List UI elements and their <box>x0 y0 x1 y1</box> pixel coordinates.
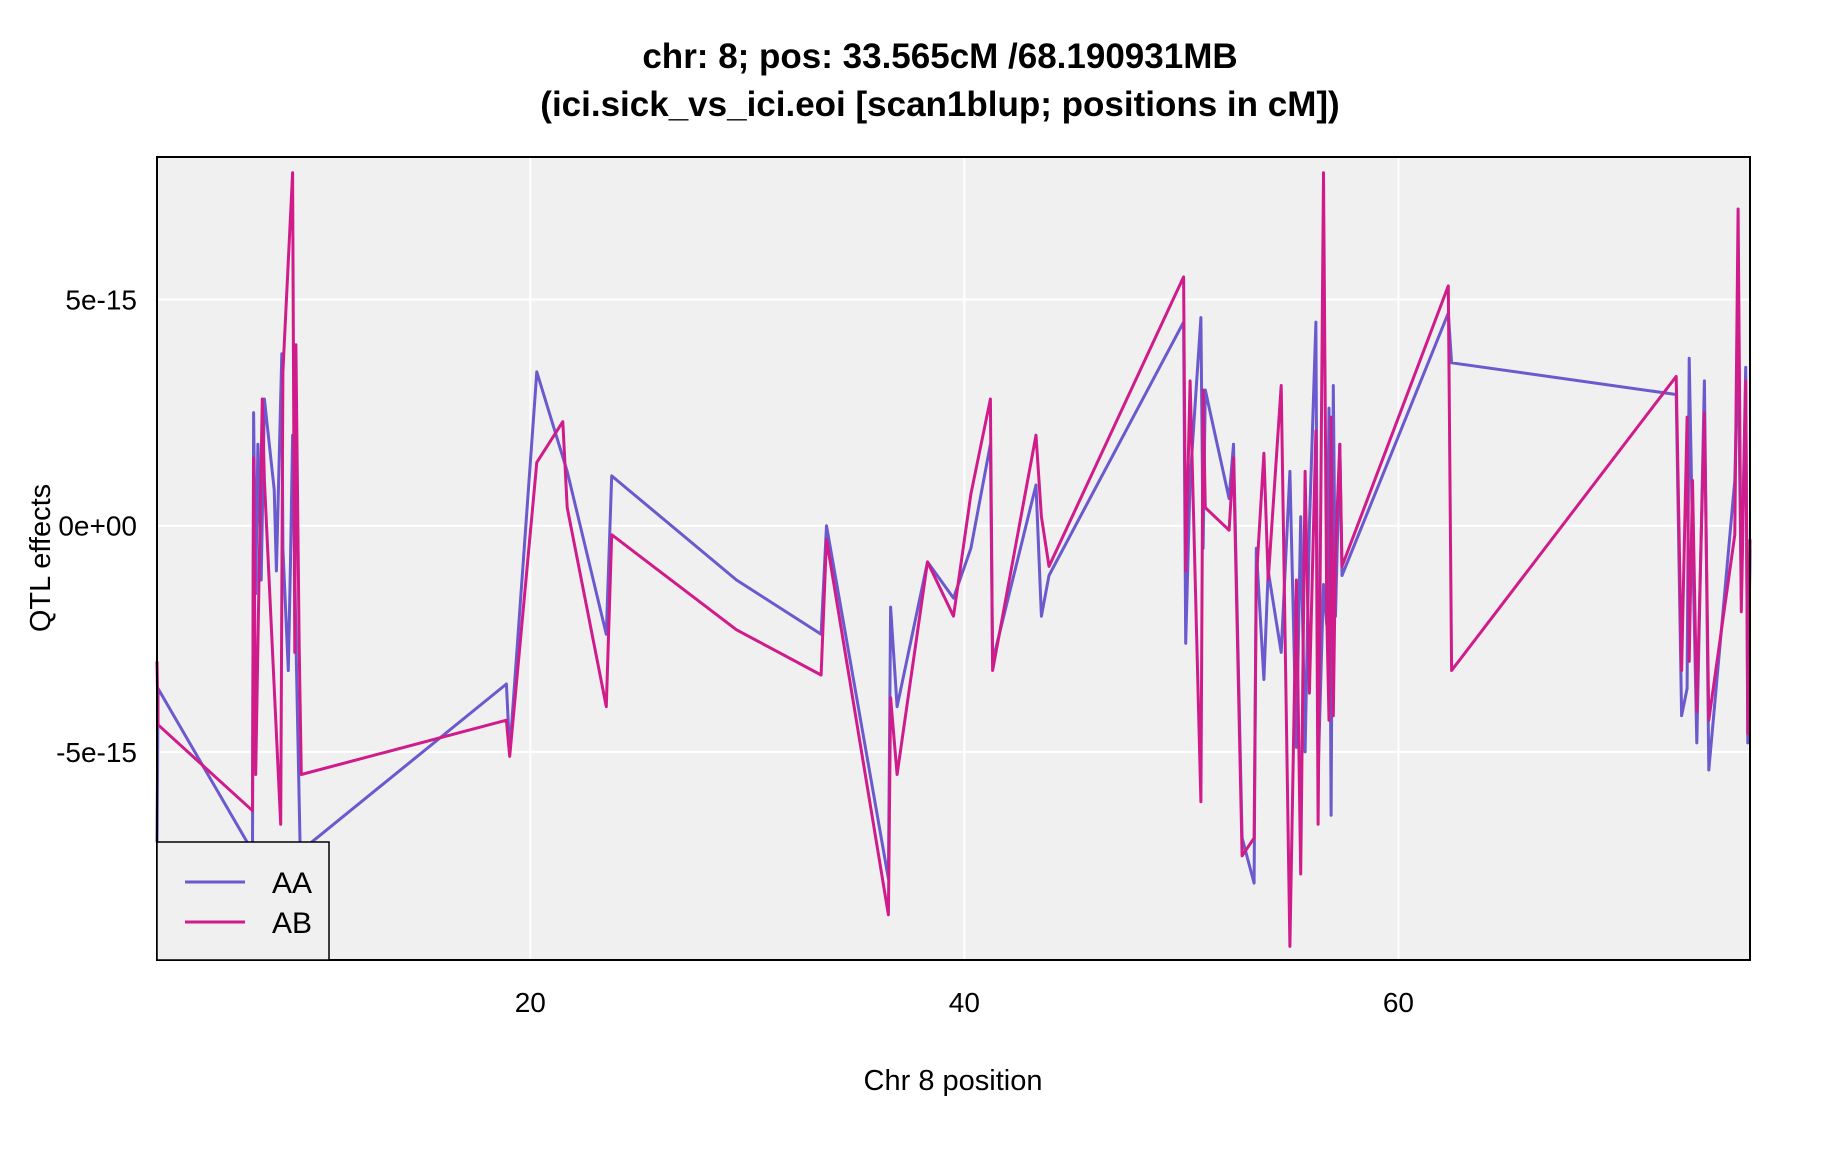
chart-title-line1: chr: 8; pos: 33.565cM /68.190931MB <box>642 37 1237 76</box>
x-tick-label: 40 <box>949 987 980 1018</box>
y-axis-ticks: 5e-15 0e+00 -5e-15 <box>56 285 137 768</box>
series-layer <box>155 171 1752 948</box>
chart-title-line2: (ici.sick_vs_ici.eoi [scan1blup; positio… <box>540 85 1339 124</box>
x-axis-ticks: 20 40 60 <box>515 987 1414 1018</box>
x-tick-label: 60 <box>1383 987 1414 1018</box>
series-line-ab <box>155 171 1752 948</box>
plot-border <box>156 156 1751 961</box>
x-tick-label: 20 <box>515 987 546 1018</box>
y-axis-label: QTL effects <box>25 484 57 632</box>
legend-label-ab: AB <box>272 907 312 940</box>
legend-label-aa: AA <box>272 867 312 900</box>
legend-box <box>156 841 330 961</box>
y-tick-label: 5e-15 <box>65 285 137 316</box>
plot-background <box>157 157 1750 960</box>
legend: AA AB <box>156 841 330 961</box>
x-axis-label: Chr 8 position <box>864 1065 1043 1097</box>
y-tick-label: -5e-15 <box>56 737 137 768</box>
y-tick-label: 0e+00 <box>58 511 137 542</box>
